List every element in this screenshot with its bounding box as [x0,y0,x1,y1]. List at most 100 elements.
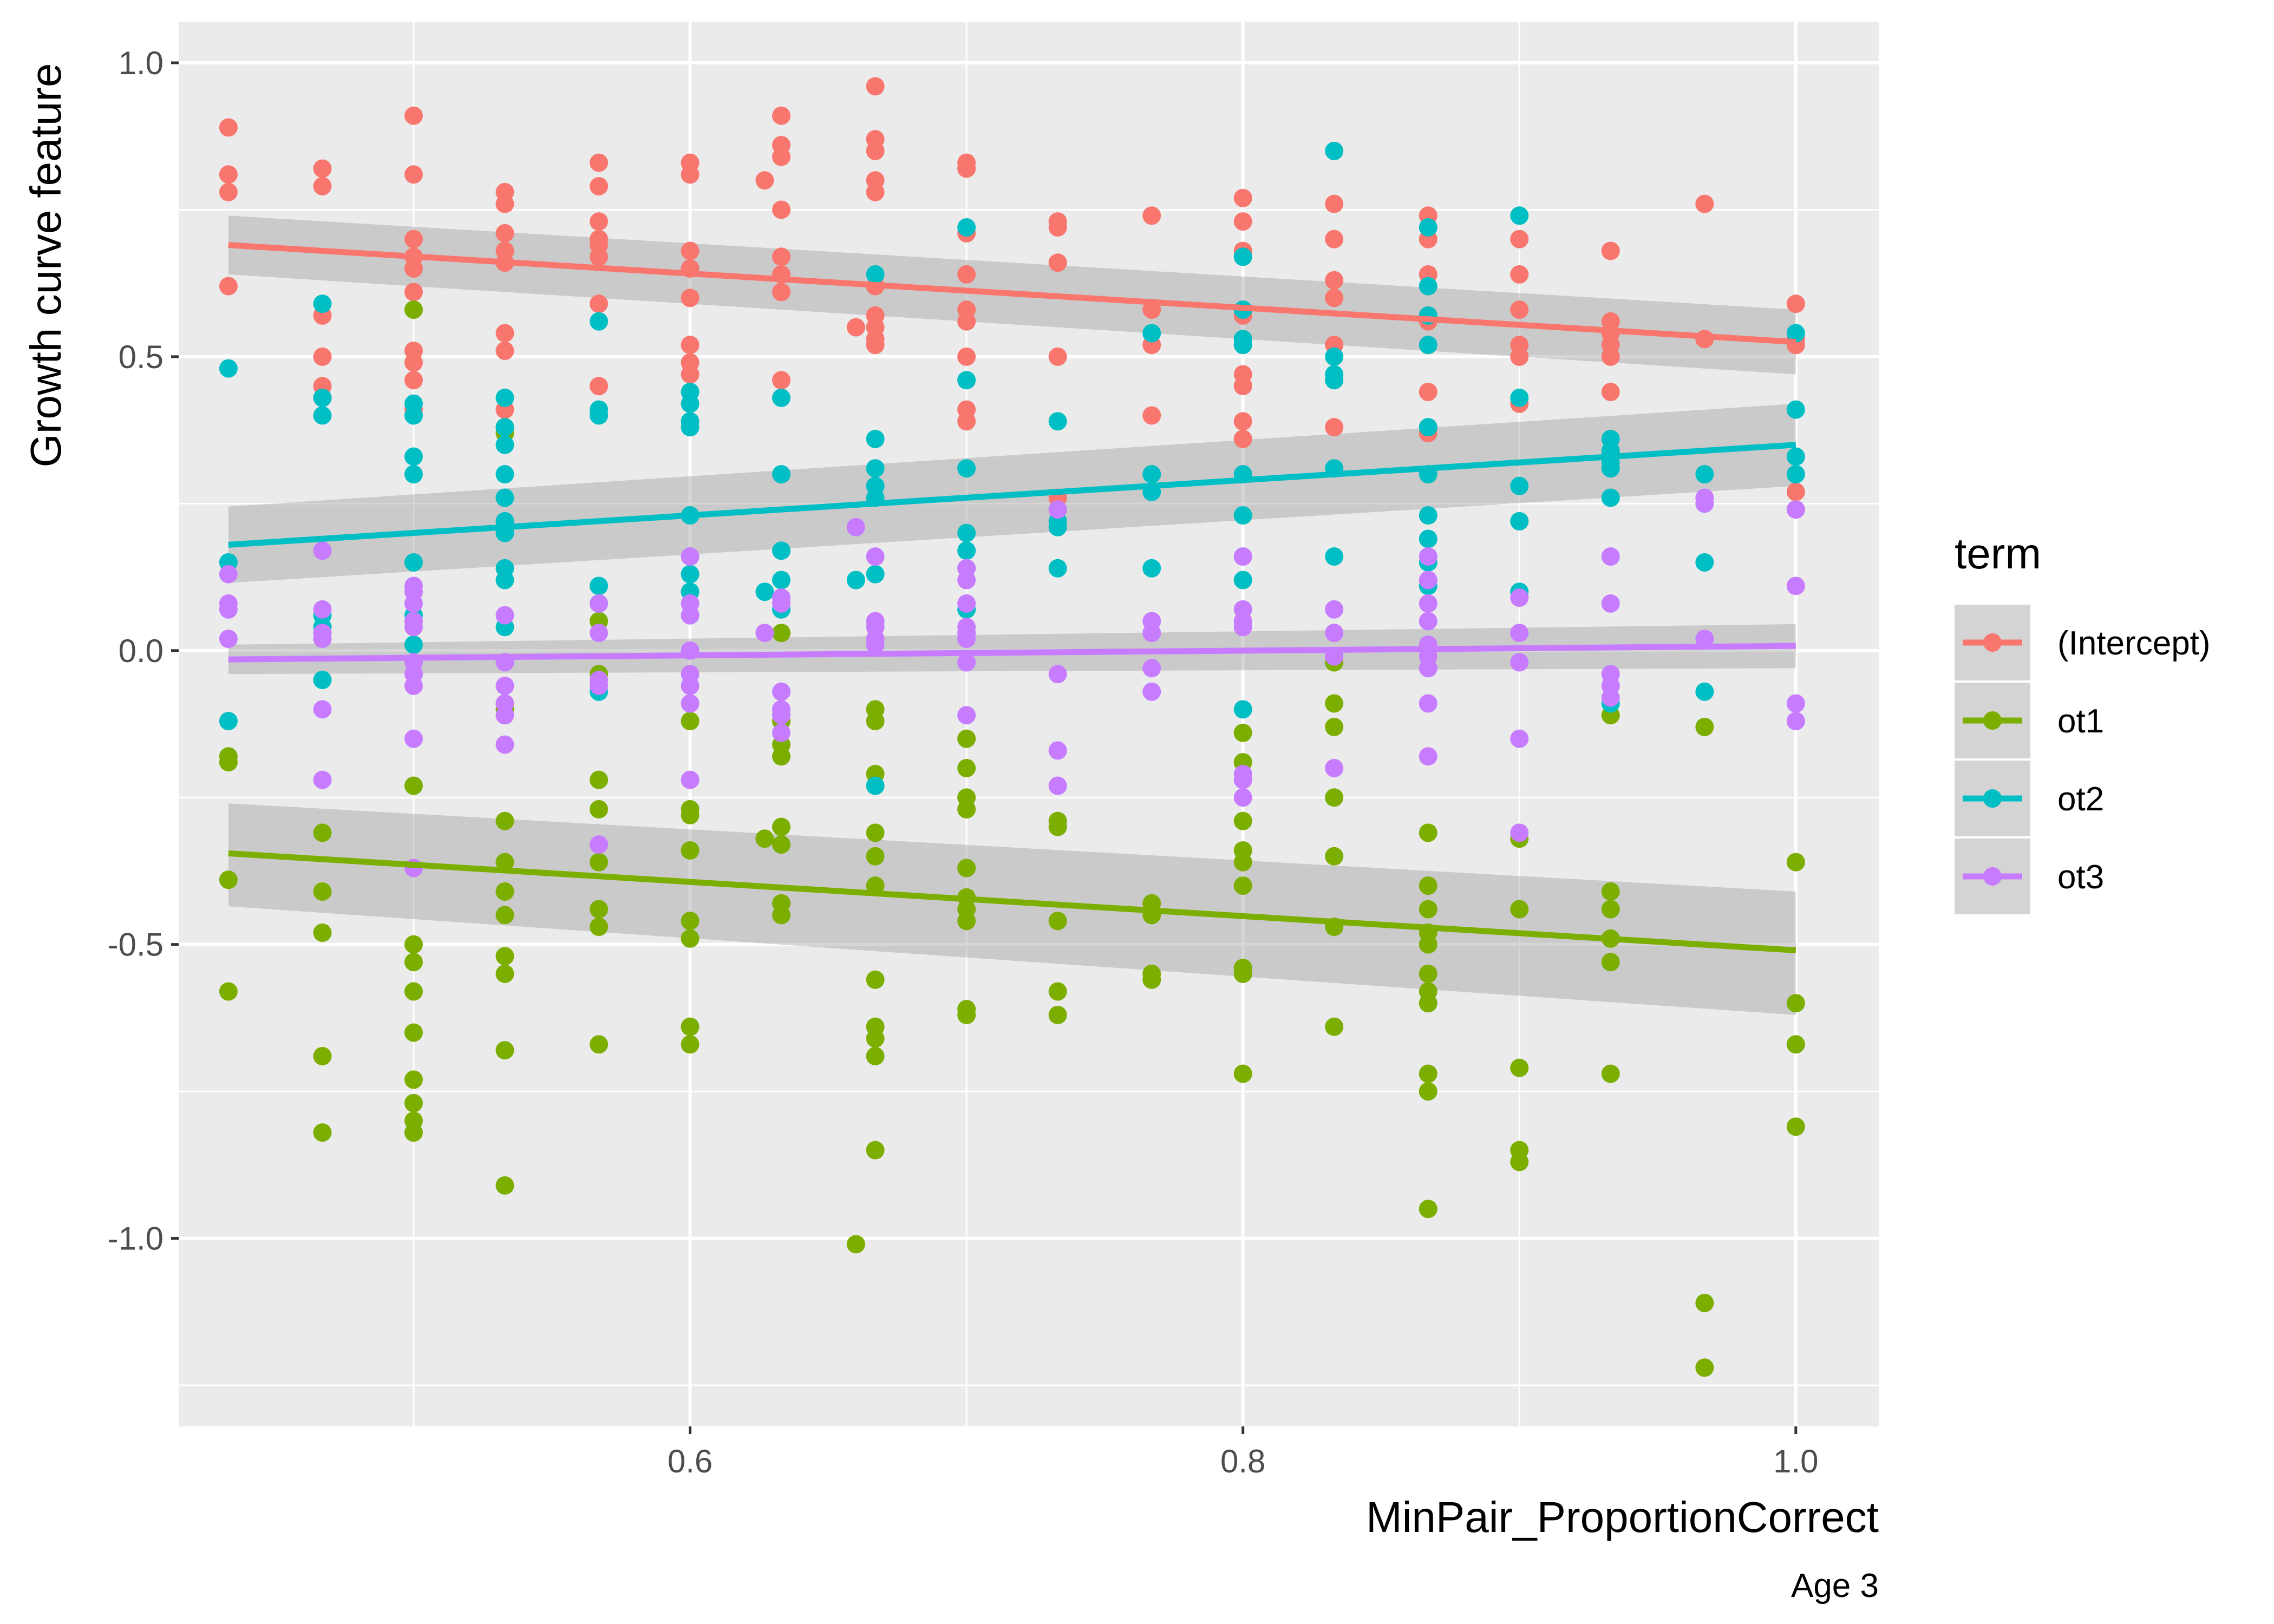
y-tick-label: -0.5 [108,927,164,963]
point-ot3 [681,606,700,625]
point-ot3 [1325,758,1344,777]
point-intercept [404,259,423,278]
point-ot3 [681,547,700,566]
point-intercept [772,371,791,390]
point-ot3 [1419,694,1437,713]
point-ot2 [1419,218,1437,237]
point-intercept [495,324,514,343]
point-ot1 [1048,912,1067,931]
point-ot2 [1233,700,1252,719]
point-ot3 [313,541,332,560]
point-ot3 [846,518,865,536]
point-intercept [590,177,609,196]
point-ot1 [495,964,514,983]
point-ot2 [1786,447,1805,466]
point-ot1 [495,853,514,872]
point-intercept [404,230,423,248]
point-intercept [1325,271,1344,290]
point-ot1 [866,1046,885,1065]
point-ot3 [404,618,423,637]
point-ot2 [1048,412,1067,431]
point-ot2 [1510,476,1529,495]
point-ot1 [1786,1117,1805,1136]
point-intercept [1510,347,1529,366]
point-ot1 [590,900,609,919]
point-ot1 [772,747,791,766]
point-ot1 [1786,1035,1805,1054]
point-ot3 [1142,624,1161,643]
point-ot1 [1325,788,1344,807]
point-ot3 [313,600,332,619]
point-ot1 [866,1141,885,1160]
point-ot1 [219,753,238,772]
point-ot1 [1419,964,1437,983]
point-intercept [866,77,885,96]
point-ot1 [1419,1082,1437,1101]
point-ot1 [1325,694,1344,713]
point-intercept [404,106,423,125]
point-ot3 [404,729,423,748]
point-ot1 [1419,1200,1437,1219]
point-ot1 [1419,994,1437,1013]
point-ot2 [681,565,700,584]
point-ot1 [404,935,423,954]
point-ot1 [590,770,609,789]
point-ot2 [957,218,976,237]
point-ot1 [1233,876,1252,895]
point-intercept [219,182,238,201]
point-ot1 [590,800,609,818]
point-ot3 [219,600,238,619]
legend-label-ot2: ot2 [2057,781,2104,818]
point-ot2 [866,565,885,584]
point-ot1 [957,912,976,931]
point-ot1 [772,624,791,643]
point-intercept [772,283,791,302]
point-intercept [772,247,791,266]
legend-label-ot1: ot1 [2057,703,2104,740]
point-ot3 [590,676,609,695]
point-intercept [1233,412,1252,431]
point-ot3 [313,630,332,649]
point-ot2 [219,359,238,378]
point-ot1 [313,1123,332,1142]
point-intercept [219,118,238,137]
point-ot1 [1048,1005,1067,1024]
point-ot1 [1233,964,1252,983]
point-ot1 [313,1046,332,1065]
point-intercept [1142,206,1161,225]
point-ot1 [219,982,238,1001]
y-axis-label: Growth curve feature [22,63,70,468]
point-ot1 [495,1041,514,1060]
legend: term (Intercept) ot1 ot2 ot3 [1955,529,2211,914]
point-ot2 [495,435,514,454]
point-intercept [1142,406,1161,425]
fit-line-intercept [228,242,1796,345]
y-tick-label: 1.0 [119,45,164,81]
axis-ticks: 0.6 0.8 1.0 -1.0 -0.5 0.0 0.5 1.0 [108,45,1819,1479]
point-intercept [219,165,238,184]
point-ot1 [495,811,514,830]
point-ot2 [755,582,774,601]
point-intercept [1048,253,1067,272]
point-intercept [1233,212,1252,231]
point-ot1 [1233,1064,1252,1083]
point-ot3 [772,723,791,742]
point-ot1 [1325,1017,1344,1036]
point-intercept [1601,347,1620,366]
point-ot3 [681,694,700,713]
point-intercept [219,277,238,296]
legend-key-point-ot2 [1983,789,2002,808]
point-ot2 [1233,571,1252,590]
point-intercept [772,200,791,219]
point-ot2 [1048,518,1067,536]
point-ot2 [1142,465,1161,484]
point-ot3 [590,624,609,643]
point-ot3 [1142,682,1161,701]
point-intercept [1695,194,1714,213]
point-ot1 [772,835,791,854]
point-intercept [772,147,791,166]
point-ot1 [495,947,514,966]
point-ot3 [1601,547,1620,566]
point-intercept [1325,289,1344,307]
